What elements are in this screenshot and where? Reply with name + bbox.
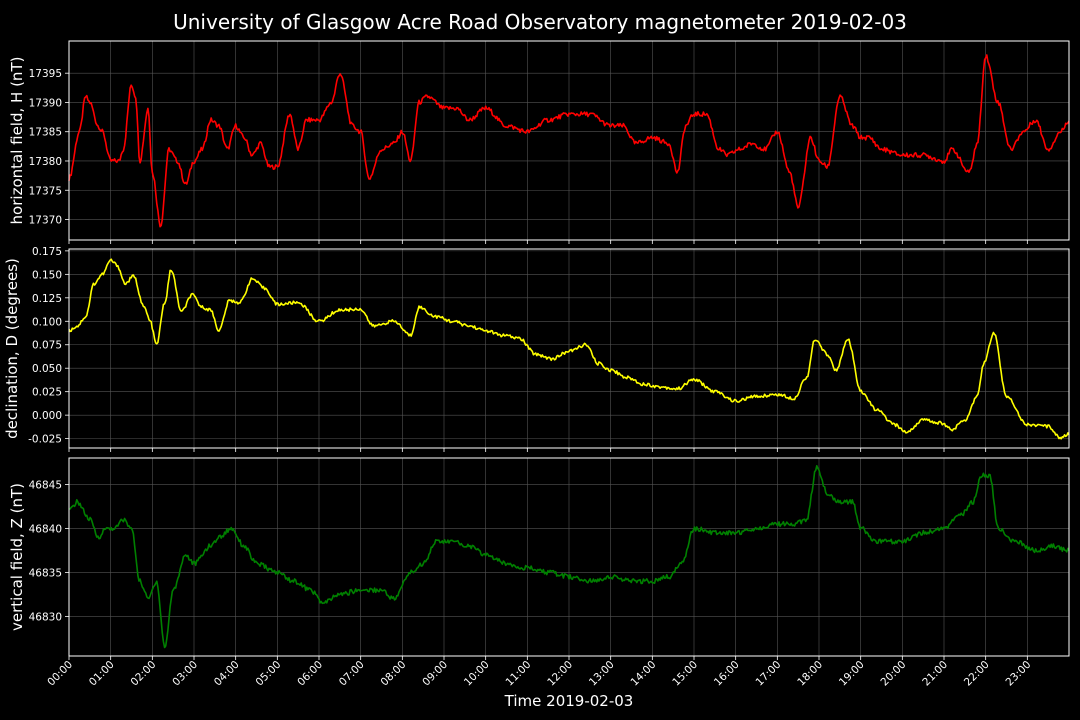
- x-tick-label: 06:00: [295, 659, 325, 689]
- x-tick-label: 08:00: [379, 659, 409, 689]
- y-tick-label: 17385: [29, 127, 62, 139]
- y-tick-label: 17395: [29, 68, 62, 80]
- y-tick-label: 46830: [29, 611, 62, 623]
- x-tick-label: 07:00: [337, 659, 367, 689]
- x-tick-label: 09:00: [420, 659, 450, 689]
- series-line: [68, 258, 1070, 440]
- y-tick-label: 17370: [29, 215, 62, 227]
- panel-2: -0.025 0.000 0.025 0.050 0.075 0.100 0.125 0.15…: [3, 246, 1070, 452]
- x-tick-label: 05:00: [254, 659, 284, 689]
- x-tick-labels: 00:00 01:00 02:00 03:00 04:00 05:00 06:00 07:00…: [45, 659, 1033, 689]
- y-tick-label: 0.050: [32, 363, 62, 375]
- panel-1: 17370 17375 17380 17385 17390 17395horizontal…: [8, 40, 1070, 244]
- axes-frame: [68, 457, 1070, 657]
- y-tick-label: 0.025: [32, 387, 62, 399]
- axes-frame: [68, 248, 1070, 449]
- y-tick-label: 0.125: [32, 293, 62, 305]
- y-axis-label: horizontal field, H (nT): [8, 57, 26, 225]
- y-tick-label: 17390: [29, 97, 62, 109]
- x-tick-label: 10:00: [462, 659, 492, 689]
- series-line: [68, 54, 1070, 228]
- y-tick-label: 17375: [29, 185, 62, 197]
- chart-panels: 17370 17375 17380 17385 17390 17395horizontal…: [3, 40, 1070, 689]
- x-tick-label: 23:00: [1004, 659, 1034, 689]
- x-tick-label: 19:00: [837, 659, 867, 689]
- y-tick-label: 0.175: [32, 246, 62, 258]
- x-tick-label: 13:00: [587, 659, 617, 689]
- y-tick-label: 46845: [29, 479, 62, 491]
- x-tick-label: 18:00: [795, 659, 825, 689]
- y-tick-label: 0.100: [32, 316, 62, 328]
- x-tick-label: 14:00: [629, 659, 659, 689]
- x-tick-label: 03:00: [170, 659, 200, 689]
- y-axis-label: declination, D (degrees): [3, 258, 21, 439]
- y-tick-label: 0.150: [32, 269, 62, 281]
- y-tick-label: 0.075: [32, 340, 62, 352]
- x-tick-label: 16:00: [712, 659, 742, 689]
- y-tick-label: 0.000: [32, 410, 62, 422]
- axes-frame: [68, 40, 1070, 241]
- x-tick-label: 22:00: [962, 659, 992, 689]
- x-tick-label: 00:00: [45, 659, 75, 689]
- x-tick-label: 21:00: [920, 659, 950, 689]
- x-tick-label: 20:00: [879, 659, 909, 689]
- x-tick-label: 15:00: [670, 659, 700, 689]
- y-tick-label: 17380: [29, 156, 62, 168]
- x-tick-label: 11:00: [504, 659, 534, 689]
- y-tick-label: -0.025: [28, 434, 62, 446]
- y-tick-label: 46835: [29, 567, 62, 579]
- series-line: [68, 464, 1070, 649]
- y-tick-label: 46840: [29, 523, 62, 535]
- x-tick-label: 12:00: [545, 659, 575, 689]
- x-tick-label: 17:00: [754, 659, 784, 689]
- x-axis-label: Time 2019-02-03: [504, 692, 634, 710]
- x-tick-label: 02:00: [129, 659, 159, 689]
- x-tick-label: 04:00: [212, 659, 242, 689]
- chart-title: University of Glasgow Acre Road Observat…: [173, 10, 907, 34]
- y-axis-label: vertical field, Z (nT): [8, 483, 26, 631]
- x-tick-label: 01:00: [87, 659, 117, 689]
